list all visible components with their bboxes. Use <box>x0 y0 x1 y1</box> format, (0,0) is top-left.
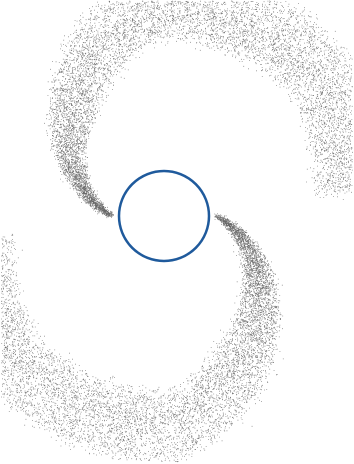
center-circle[interactable] <box>119 171 209 261</box>
page-body: (() => { const data = JSON.parse(documen… <box>0 0 354 464</box>
page: Spiral particles {} html, body { margin:… <box>0 0 354 464</box>
particle-scene <box>0 0 354 464</box>
